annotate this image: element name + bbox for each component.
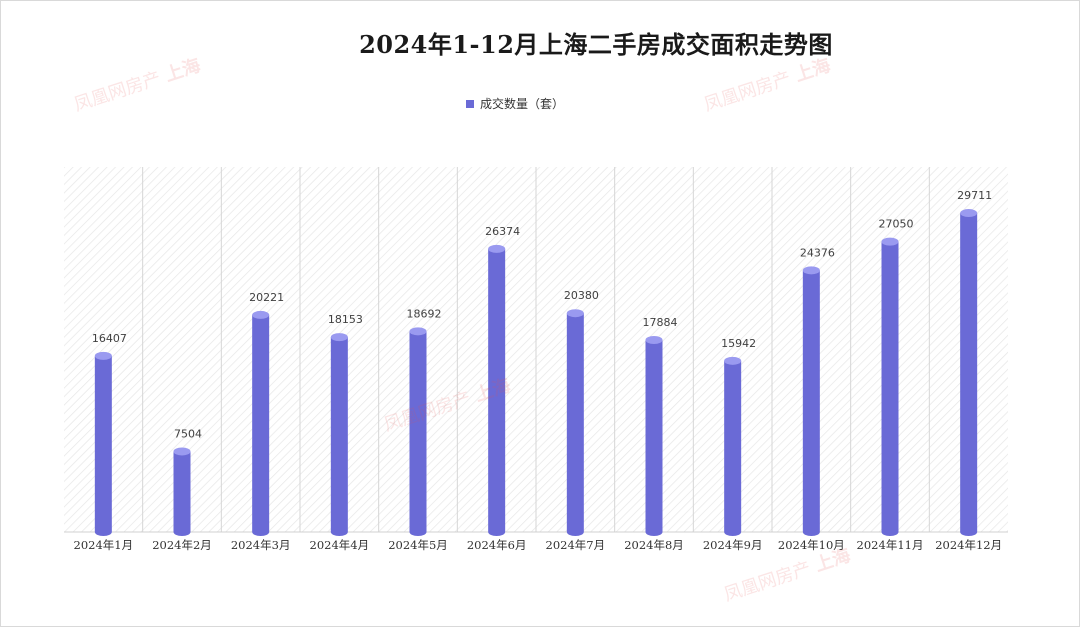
value-label: 17884 (643, 316, 678, 329)
bar (566, 309, 584, 536)
bar-body (173, 451, 191, 536)
value-label: 18692 (407, 307, 442, 320)
value-labels-group: 16407 7504 20221 18153 18692 26374 20380 17884 1… (92, 189, 992, 440)
bar-cap (802, 266, 820, 275)
bar (94, 351, 112, 536)
bar-body (252, 314, 270, 536)
bar-body (488, 248, 506, 536)
category-label: 2024年4月 (310, 538, 370, 552)
bar-cap (881, 237, 899, 246)
bar-body (724, 360, 742, 536)
bar (252, 310, 270, 536)
bar-cap (724, 356, 742, 365)
value-label: 15942 (721, 337, 756, 350)
bar-cap (409, 327, 427, 336)
value-label: 24376 (800, 246, 835, 259)
bar-cap (330, 333, 348, 342)
category-label: 2024年10月 (778, 538, 845, 552)
category-label: 2024年1月 (74, 538, 134, 552)
bar-cap (173, 447, 191, 456)
bar-body (94, 355, 112, 536)
category-label: 2024年7月 (546, 538, 606, 552)
bar-body (881, 241, 899, 536)
bar-cap (645, 336, 663, 345)
bar-cap (960, 209, 978, 218)
legend-swatch (466, 99, 474, 108)
bar (488, 244, 506, 536)
legend-label: 成交数量（套） (480, 97, 565, 111)
category-label: 2024年8月 (624, 538, 684, 552)
category-label: 2024年12月 (935, 538, 1002, 552)
bar-cap (252, 310, 270, 319)
value-label: 16407 (92, 332, 127, 345)
bar-cap (488, 244, 506, 253)
chart-title: 2024年1-12月上海二手房成交面积走势图 (359, 30, 833, 59)
category-labels-group: 2024年1月 2024年2月 2024年3月 2024年4月 2024年5月 2024年… (74, 538, 1003, 552)
bar (881, 237, 899, 536)
bar-body (330, 337, 348, 536)
category-label: 2024年11月 (857, 538, 924, 552)
value-label: 7504 (174, 427, 202, 440)
value-label: 20380 (564, 289, 599, 302)
bar-body (409, 331, 427, 536)
category-dividers (64, 167, 1008, 533)
bar-cap (566, 309, 584, 318)
bar (173, 447, 191, 536)
bar (330, 333, 348, 536)
bar-cap (94, 351, 112, 360)
value-label: 27050 (879, 218, 914, 231)
bar (724, 356, 742, 536)
legend[interactable]: 成交数量（套） (466, 95, 564, 112)
bar (409, 327, 427, 536)
bar (802, 266, 820, 536)
category-label: 2024年6月 (467, 538, 527, 552)
bar-body (960, 213, 978, 536)
category-label: 2024年2月 (152, 538, 212, 552)
bar-body (802, 270, 820, 536)
category-label: 2024年5月 (388, 538, 448, 552)
value-label: 20221 (249, 291, 284, 304)
bar-body (645, 340, 663, 536)
value-label: 26374 (485, 225, 520, 238)
bar (645, 336, 663, 536)
value-label: 18153 (328, 313, 363, 326)
bar (960, 209, 978, 536)
value-label: 29711 (957, 189, 992, 202)
category-label: 2024年9月 (703, 538, 763, 552)
category-label: 2024年3月 (231, 538, 291, 552)
bars-group (94, 209, 978, 536)
bar-body (566, 313, 584, 536)
